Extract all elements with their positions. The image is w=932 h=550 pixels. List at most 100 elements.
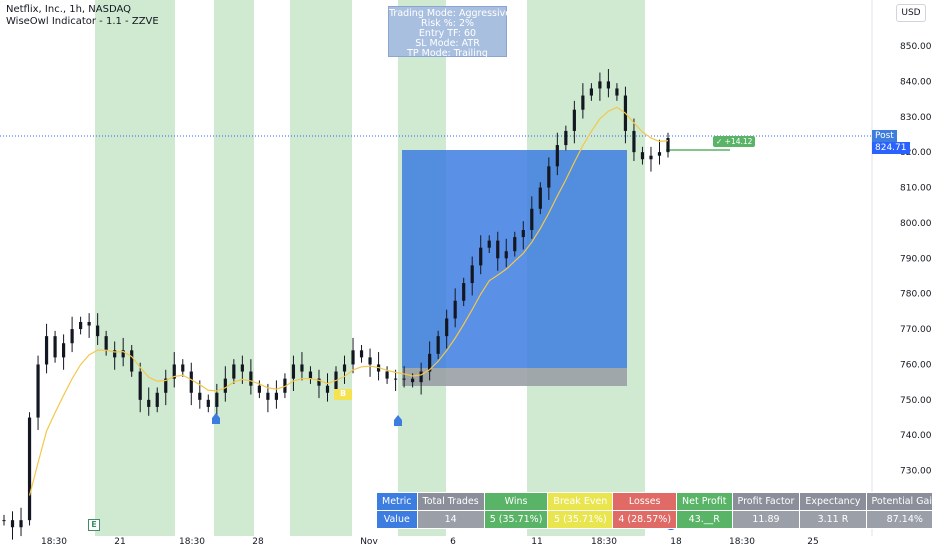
- candle-body: [649, 155, 653, 160]
- time-axis-label: 11: [531, 537, 542, 547]
- candle-body: [223, 378, 227, 393]
- candle-body: [334, 371, 338, 393]
- time-axis-label: Nov: [360, 537, 378, 547]
- candle-body: [317, 378, 321, 386]
- value-potential-gain: 87.14%: [865, 510, 932, 529]
- candle-body: [36, 364, 40, 418]
- candle-body: [27, 417, 32, 521]
- candle-body: [172, 364, 176, 379]
- price-axis-label: 790.00: [900, 254, 932, 264]
- price-axis-label: 730.00: [900, 467, 932, 477]
- candle-body: [462, 283, 466, 301]
- price-axis-label: 800.00: [900, 219, 932, 229]
- candle-body: [632, 130, 636, 153]
- candle-body: [19, 520, 23, 528]
- price-axis-label: 750.00: [900, 396, 932, 406]
- time-axis-label: 28: [252, 537, 264, 547]
- candle-body: [657, 152, 662, 156]
- header-net-profit: Net Profit: [676, 492, 733, 511]
- candle-body: [564, 130, 568, 146]
- buy-arrow-icon-1: [394, 415, 402, 426]
- candle-body: [121, 350, 125, 358]
- time-axis-label: 18:30: [591, 537, 617, 547]
- candle-body: [615, 88, 619, 96]
- candle-body: [598, 81, 602, 89]
- info-trading-mode: Trading Mode: Aggressive: [389, 8, 512, 19]
- price-axis-label: 810.00: [900, 184, 932, 194]
- time-axis-label: 18: [670, 537, 682, 547]
- position-target-box: [402, 150, 627, 368]
- candle-body: [393, 378, 398, 380]
- candle-body: [479, 247, 483, 266]
- candle-body: [572, 109, 576, 131]
- buy-arrow-icon-0: [212, 413, 220, 424]
- candle-body: [666, 138, 670, 153]
- candle-body: [104, 336, 108, 351]
- price-axis-label: 740.00: [900, 431, 932, 441]
- candle-body: [530, 208, 534, 230]
- info-tp-mode: TP Mode: Trailing: [407, 48, 488, 59]
- currency-button[interactable]: USD: [896, 4, 926, 22]
- value-wins: 5 (35.71%): [483, 510, 549, 529]
- position-stop-box: [402, 368, 627, 386]
- candle-body: [453, 300, 457, 319]
- candle-body: [428, 353, 432, 372]
- time-axis-label: 21: [114, 537, 125, 547]
- candle-body: [445, 318, 449, 337]
- info-sl-mode: SL Mode: ATR: [415, 38, 480, 49]
- candle-body: [342, 364, 347, 372]
- candle-body: [10, 520, 15, 528]
- header-potential-gain: Potential Gain: [865, 492, 932, 511]
- candle-body: [368, 357, 372, 365]
- price-axis-label: 830.00: [900, 113, 932, 123]
- time-axis-label: 18:30: [41, 537, 67, 547]
- value-total-trades: 14: [416, 510, 485, 529]
- header-wins: Wins: [483, 492, 549, 511]
- post-price: 824.71: [872, 142, 910, 154]
- candle-body: [359, 350, 364, 358]
- candle-body: [257, 385, 261, 393]
- info-entry-tf: Entry TF: 60: [418, 28, 477, 39]
- header-losses: Losses: [612, 492, 678, 511]
- price-axis-label: 780.00: [900, 290, 932, 300]
- symbol-title[interactable]: Netflix, Inc., 1h, NASDAQ: [6, 4, 132, 15]
- candle-body: [470, 265, 474, 284]
- time-axis-label: 18:30: [729, 537, 755, 547]
- candle-body: [411, 378, 415, 383]
- session-zone-0: [95, 0, 175, 536]
- header-break-even: Break Even: [547, 492, 614, 511]
- price-axis: 850.00 840.00 830.00 820.00 810.00 800.00 790.…: [900, 42, 932, 512]
- time-axis-label: 18:30: [179, 537, 205, 547]
- candle-body: [232, 364, 236, 379]
- candle-body: [53, 336, 57, 358]
- candle-body: [291, 364, 296, 379]
- header-expectancy: Expectancy: [799, 492, 867, 511]
- time-axis: 18:30 21 18:30 28 Nov 6 11 18:30 18 18:30 25: [41, 537, 819, 547]
- time-axis-label: 6: [450, 537, 456, 547]
- price-axis-label: 770.00: [900, 325, 932, 335]
- candle-body: [496, 240, 500, 259]
- candle-body: [419, 371, 423, 383]
- candle-body: [581, 95, 585, 110]
- candle-body: [130, 350, 134, 372]
- candle-body: [87, 322, 91, 326]
- candle-body: [138, 371, 142, 400]
- info-risk: Risk %: 2%: [420, 18, 475, 29]
- candles-group: [2, 69, 670, 540]
- header-metric: Metric: [376, 492, 418, 511]
- candle-body: [70, 329, 74, 344]
- candle-body: [351, 350, 355, 365]
- indicator-title[interactable]: WiseOwl Indicator - 1.1 - ZZVE: [6, 16, 159, 27]
- time-axis-label: 25: [807, 537, 818, 547]
- strategy-info-box: Trading Mode: Aggressive Risk %: 2% Entr…: [388, 6, 512, 59]
- candle-body: [155, 392, 159, 407]
- candle-body: [240, 364, 244, 372]
- value-net-profit: 43.__R: [676, 510, 733, 529]
- candle-body: [555, 145, 559, 167]
- candle-body: [96, 325, 100, 337]
- candle-body: [2, 520, 6, 522]
- candle-body: [164, 378, 168, 393]
- value-profit-factor: 11.89: [731, 510, 801, 529]
- stats-value-row: Value 14 5 (35.71%) 5 (35.71%) 4 (28.57%…: [376, 510, 932, 529]
